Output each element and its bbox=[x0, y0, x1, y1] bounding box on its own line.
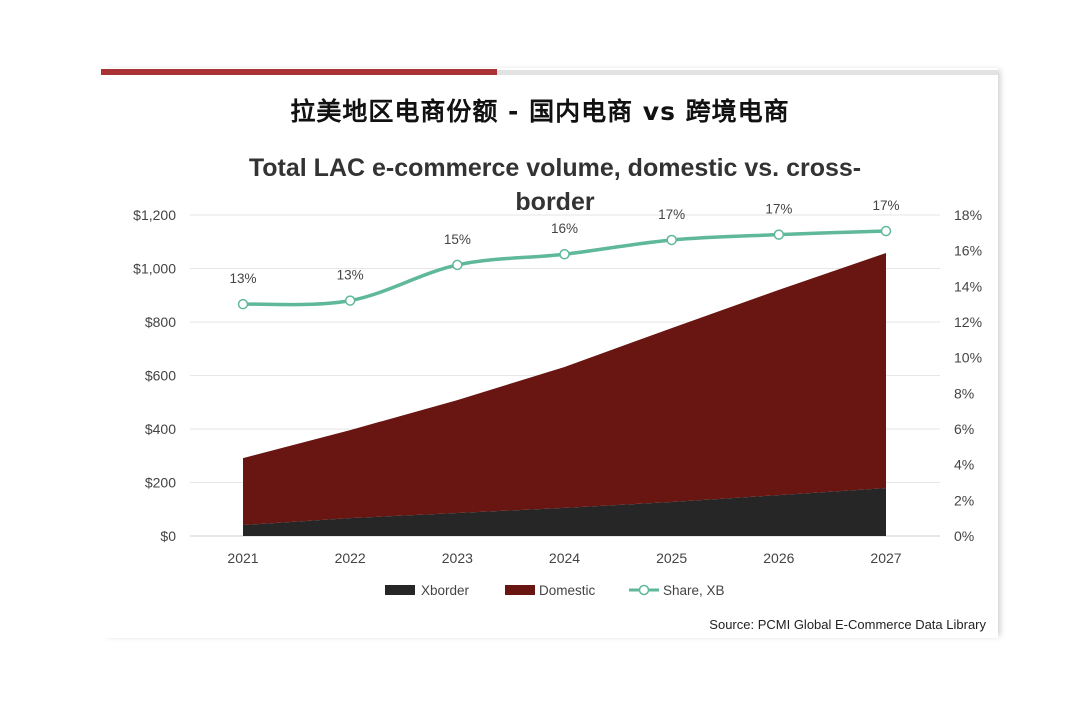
page-title: 拉美地区电商份额 - 国内电商 vs 跨境电商 bbox=[290, 97, 790, 126]
y-right-tick-label: 8% bbox=[954, 385, 974, 401]
x-tick-label: 2025 bbox=[656, 550, 687, 566]
legend-marker-share bbox=[638, 584, 650, 596]
x-tick-label: 2023 bbox=[442, 550, 473, 566]
y-left-tick-label: $1,200 bbox=[133, 207, 176, 223]
share-data-label: 17% bbox=[765, 202, 792, 217]
x-tick-label: 2024 bbox=[549, 550, 580, 566]
share-data-label: 17% bbox=[658, 207, 685, 222]
y-left-tick-label: $600 bbox=[145, 368, 176, 384]
y-right-tick-label: 6% bbox=[954, 421, 974, 437]
share-data-label: 16% bbox=[551, 221, 578, 236]
legend-swatch-xborder bbox=[385, 585, 415, 595]
y-right-tick-label: 4% bbox=[954, 457, 974, 473]
share-data-label: 13% bbox=[337, 268, 364, 283]
chart-title-line: Total LAC e-commerce volume, domestic vs… bbox=[249, 154, 861, 182]
x-tick-label: 2021 bbox=[227, 550, 258, 566]
share-point bbox=[880, 225, 892, 237]
share-data-label: 17% bbox=[872, 198, 899, 213]
y-left-tick-label: $1,000 bbox=[133, 261, 176, 277]
x-tick-label: 2026 bbox=[763, 550, 794, 566]
y-right-tick-label: 18% bbox=[954, 207, 982, 223]
y-right-tick-label: 14% bbox=[954, 278, 982, 294]
share-point bbox=[666, 234, 677, 246]
y-left-tick-label: $200 bbox=[145, 475, 176, 491]
y-right-tick-label: 16% bbox=[954, 243, 982, 259]
share-point bbox=[452, 259, 463, 271]
share-point bbox=[344, 295, 356, 306]
header-rule bbox=[497, 70, 998, 75]
y-left-tick-label: $0 bbox=[160, 528, 176, 544]
y-right-tick-label: 2% bbox=[954, 492, 974, 508]
legend-label: Domestic bbox=[539, 583, 596, 598]
y-right-tick-label: 10% bbox=[954, 350, 982, 366]
area-domestic bbox=[243, 252, 886, 526]
share-point bbox=[559, 248, 570, 260]
y-right-tick-label: 12% bbox=[954, 314, 982, 330]
chart-title-line: border bbox=[515, 188, 594, 216]
legend-swatch-domestic bbox=[505, 585, 535, 595]
share-data-label: 13% bbox=[229, 271, 256, 286]
y-left-tick-label: $400 bbox=[145, 421, 176, 437]
accent-bar bbox=[101, 69, 497, 75]
x-tick-label: 2022 bbox=[335, 550, 366, 566]
share-point bbox=[773, 229, 785, 240]
legend-label: Share, XB bbox=[663, 583, 725, 598]
y-left-tick-label: $800 bbox=[145, 314, 176, 330]
share-data-label: 15% bbox=[444, 232, 471, 247]
y-right-tick-label: 0% bbox=[954, 528, 974, 544]
legend-label: Xborder bbox=[421, 583, 470, 598]
share-point bbox=[237, 298, 249, 310]
source-note: Source: PCMI Global E-Commerce Data Libr… bbox=[709, 617, 986, 632]
x-tick-label: 2027 bbox=[870, 550, 901, 566]
area-xborder bbox=[243, 488, 886, 536]
